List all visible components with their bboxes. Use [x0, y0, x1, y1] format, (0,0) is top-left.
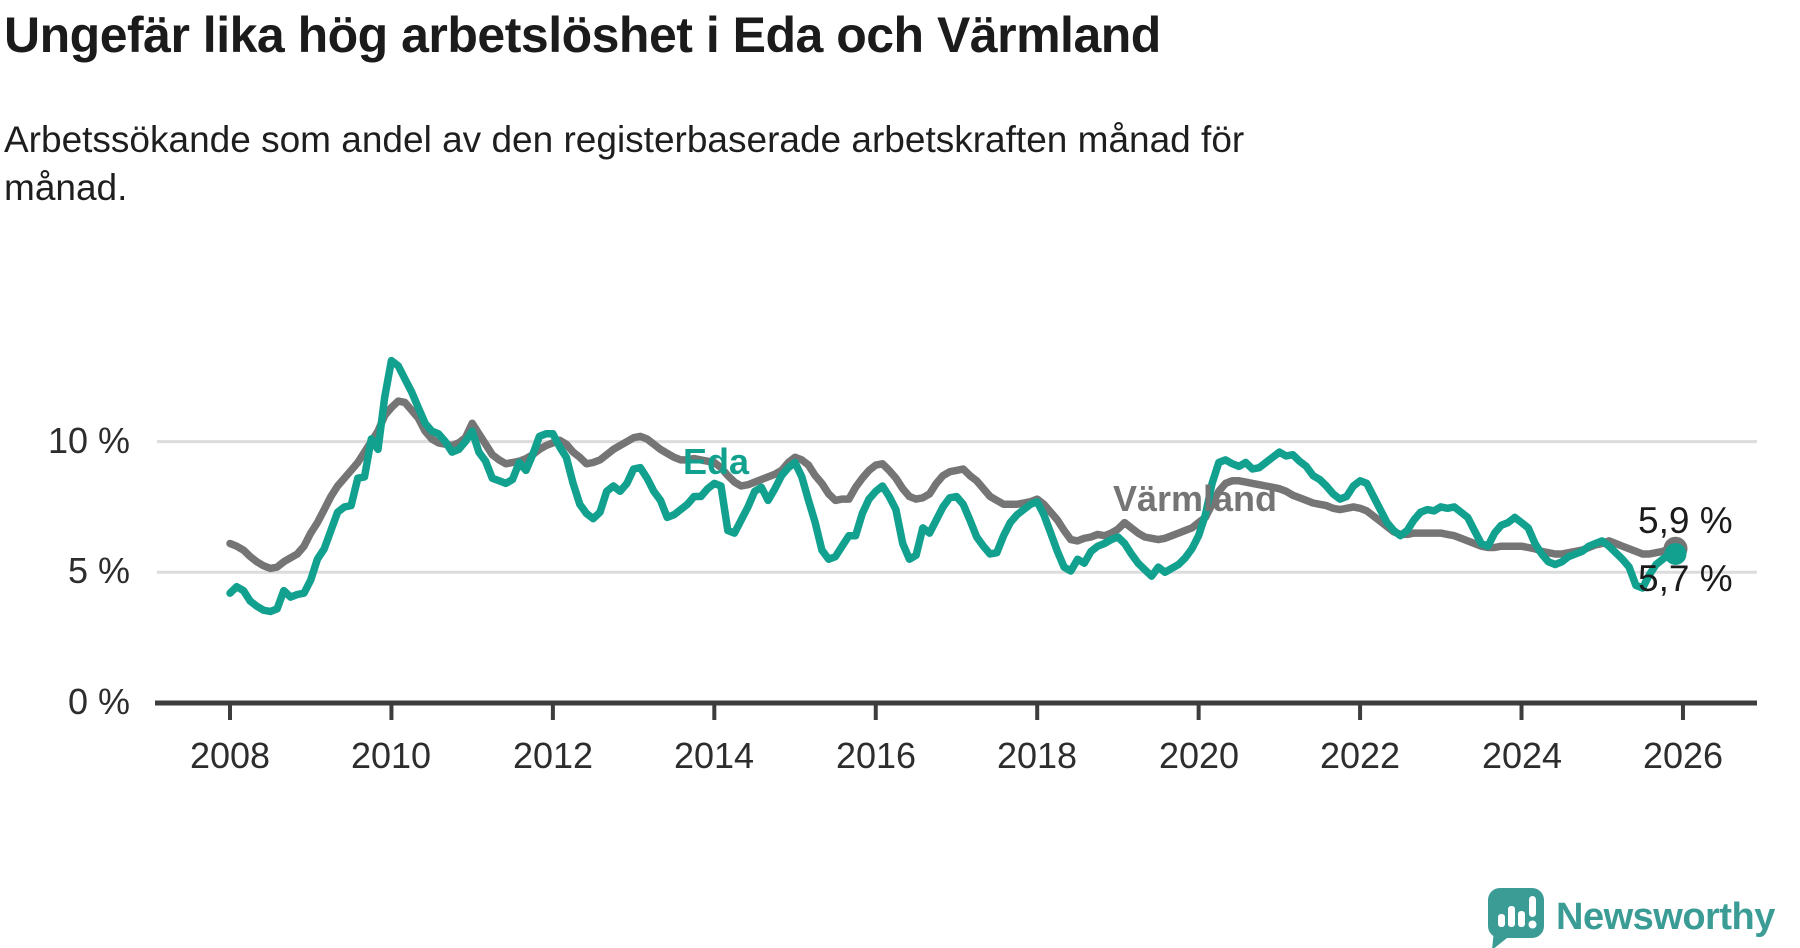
- x-tick-label-2016: 2016: [835, 735, 917, 776]
- chart-subtitle: Arbetssökande som andel av den registerb…: [4, 116, 1504, 212]
- logo-exclamation-bar: [1529, 896, 1536, 917]
- page-title: Ungefär lika hög arbetslöshet i Eda och …: [4, 7, 1161, 63]
- x-tick-label-2026: 2026: [1642, 735, 1724, 776]
- x-axis: [155, 700, 1757, 720]
- endpoint-dots: [1663, 536, 1688, 566]
- subtitle-line-2: månad.: [4, 167, 128, 208]
- vrmland-line: [226, 397, 1674, 573]
- x-tick-label-2024: 2024: [1481, 735, 1563, 776]
- eda-line: [226, 356, 1674, 616]
- logo-bar-1: [1498, 914, 1505, 927]
- x-tick-label-2022: 2022: [1319, 735, 1401, 776]
- series-label-varmland: Värmland: [1112, 478, 1278, 519]
- logo-bar-3: [1518, 911, 1525, 927]
- logo-bar-2: [1508, 906, 1515, 927]
- subtitle-line-1: Arbetssökande som andel av den registerb…: [4, 119, 1245, 160]
- end-value-label-eda: 5,7 %: [1638, 558, 1733, 599]
- x-tick-label-2018: 2018: [996, 735, 1078, 776]
- y-tick-label-10: 10 %: [47, 420, 130, 461]
- logo-exclamation-dot: [1528, 920, 1537, 929]
- eda-end-dot: [1664, 543, 1687, 566]
- series-lines: [226, 356, 1674, 616]
- end-value-label-varmland: 5,9 %: [1638, 500, 1733, 541]
- series-label-eda: Eda: [682, 441, 750, 482]
- newsworthy-brand-text: Newsworthy: [1556, 896, 1775, 938]
- y-tick-label-5: 5 %: [67, 550, 130, 591]
- gridlines: [157, 440, 1757, 574]
- x-tick-label-2014: 2014: [673, 735, 755, 776]
- y-tick-label-0: 0 %: [67, 681, 130, 722]
- x-tick-label-2012: 2012: [512, 735, 594, 776]
- newsworthy-logo-icon: [1488, 888, 1544, 948]
- x-tick-label-2020: 2020: [1158, 735, 1240, 776]
- x-tick-label-2010: 2010: [350, 735, 432, 776]
- x-tick-label-2008: 2008: [189, 735, 271, 776]
